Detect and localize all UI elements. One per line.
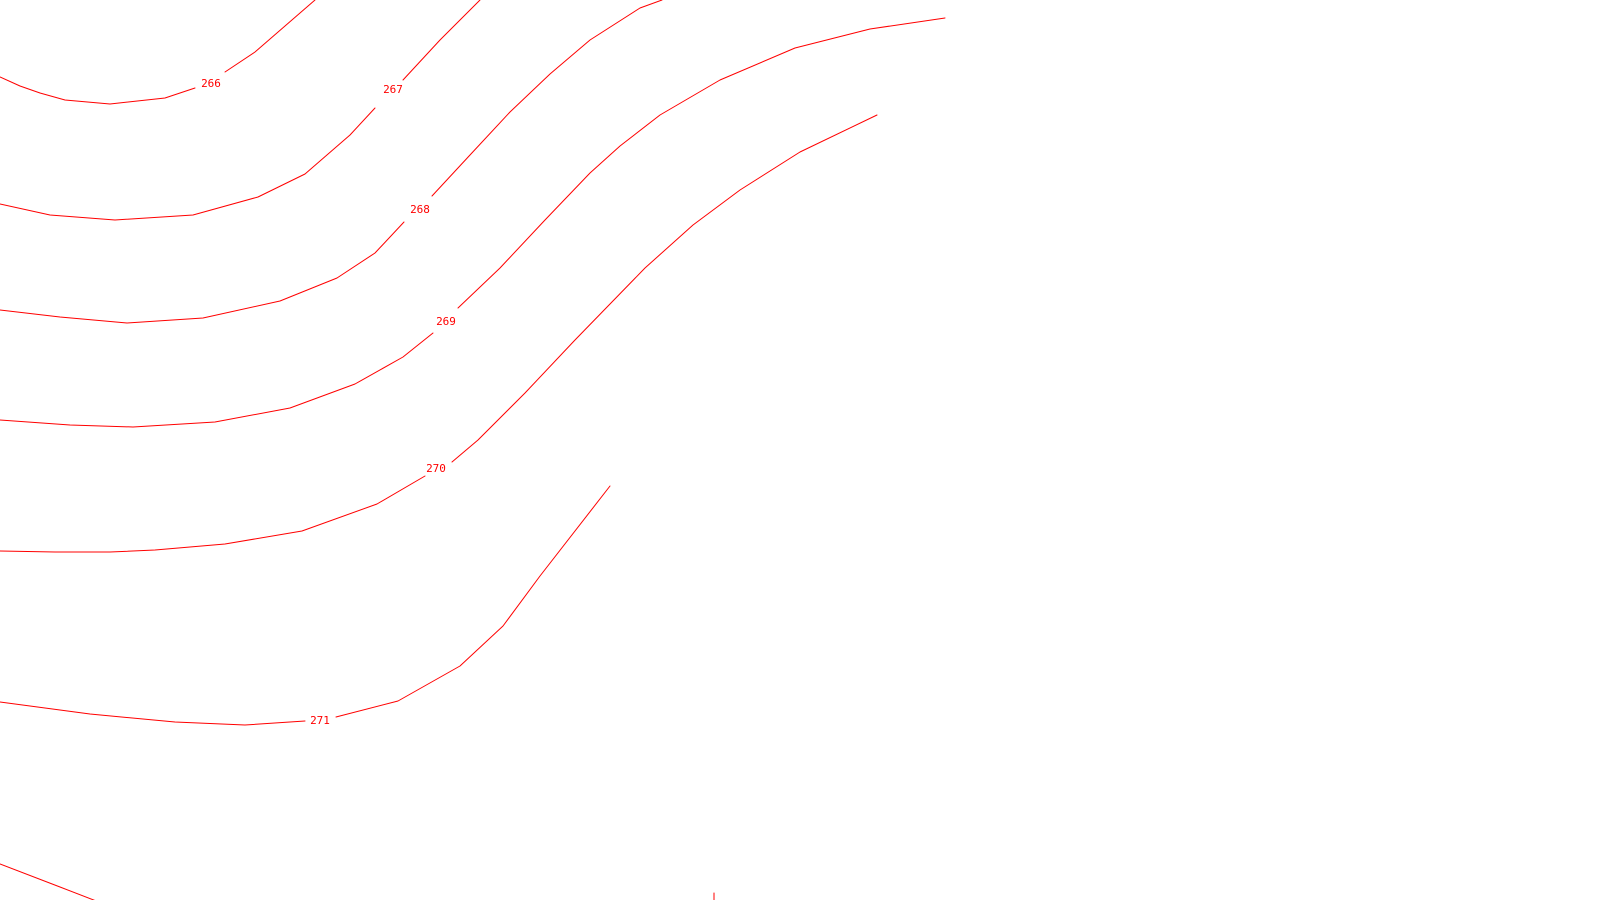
contour-line-268 [0, 221, 405, 324]
contour-270: 270 [0, 114, 878, 553]
contour-label-269: 269 [436, 315, 456, 328]
contour-line-268-b [431, 0, 663, 197]
contour-line-fragment [0, 863, 96, 900]
contour-line-269-b [457, 17, 946, 309]
contour-line-266 [0, 76, 196, 105]
contour-label-271: 271 [310, 714, 330, 727]
contour-266: 266 [0, 0, 316, 105]
contour-line-271-b [335, 485, 611, 718]
contour-label-270: 270 [426, 462, 446, 475]
contour-label-268: 268 [410, 203, 430, 216]
contour-line-269 [0, 332, 434, 428]
contour-label-267: 267 [383, 83, 403, 96]
contour-269: 269 [0, 17, 946, 428]
contour-268: 268 [0, 0, 663, 324]
contour-line-267 [0, 107, 376, 221]
contour-line-270-b [451, 114, 878, 463]
contour-label-266: 266 [201, 77, 221, 90]
contour-line-266-b [224, 0, 316, 73]
contour-line-267-b [402, 0, 481, 81]
contour-271: 271 [0, 485, 611, 727]
contour-line-270 [0, 475, 426, 553]
contour-line-271 [0, 701, 306, 726]
contour-267: 267 [0, 0, 481, 221]
